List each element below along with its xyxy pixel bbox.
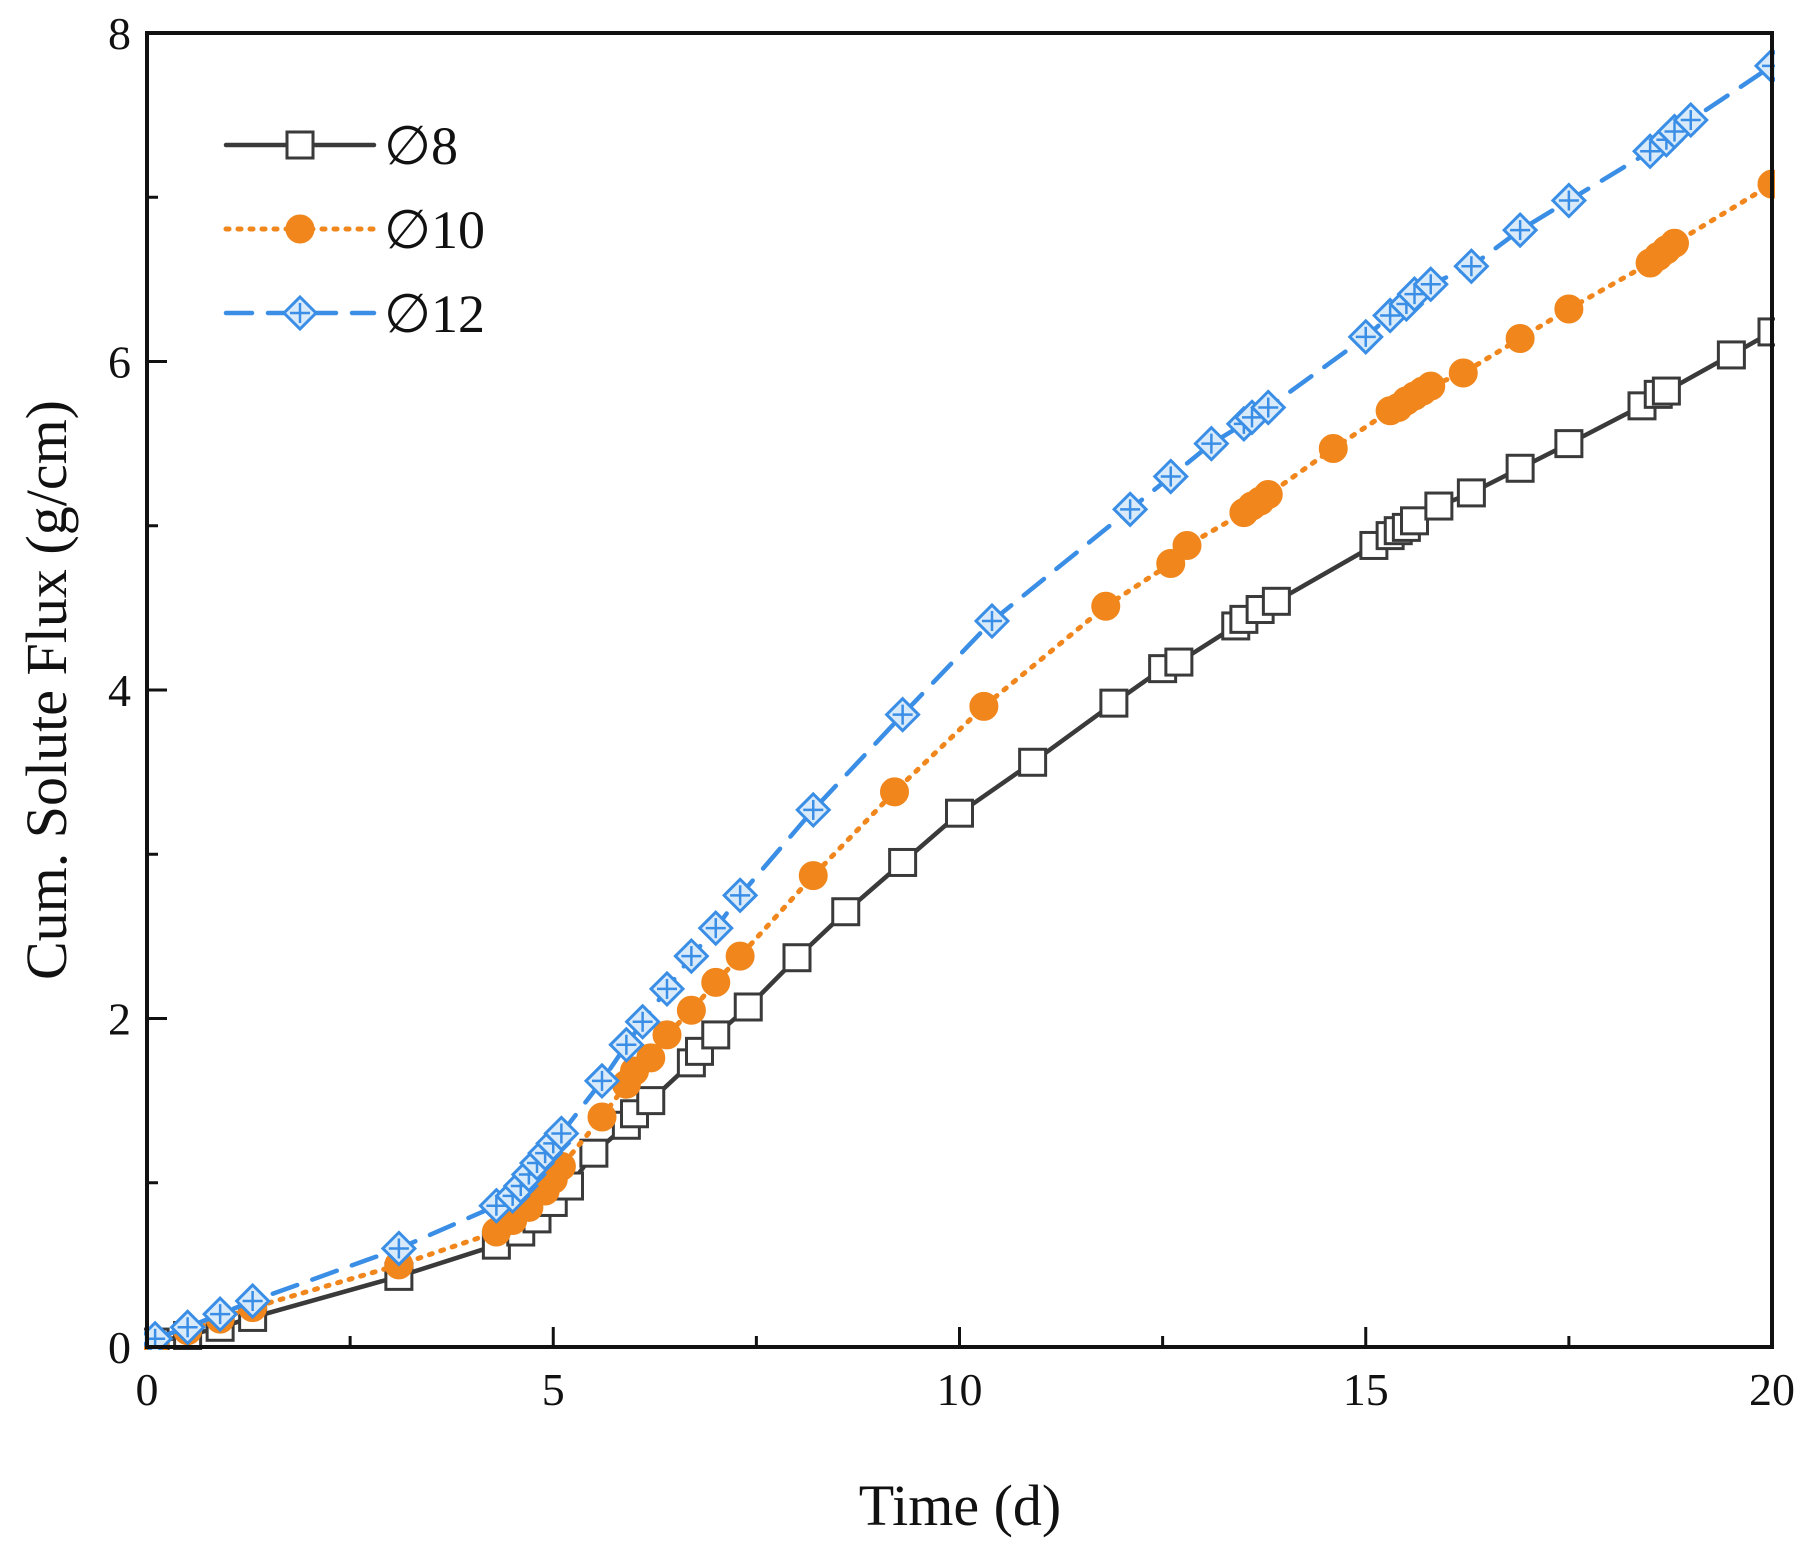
series-line bbox=[152, 181, 1775, 1345]
data-point bbox=[1164, 647, 1194, 677]
data-point bbox=[1400, 506, 1429, 536]
data-point bbox=[722, 877, 759, 914]
data-point bbox=[1412, 266, 1449, 303]
y-tick-label: 4 bbox=[108, 665, 131, 716]
marker-diamond-body bbox=[144, 1320, 174, 1350]
data-point bbox=[676, 995, 706, 1025]
series-layer bbox=[144, 47, 1775, 1350]
data-point bbox=[973, 602, 1011, 640]
x-axis-ticks: 0 5 10 15 20 bbox=[136, 1327, 1795, 1415]
data-point bbox=[1018, 747, 1048, 777]
series-0 bbox=[144, 317, 1775, 1350]
y-axis-ticks: 0 2 4 6 8 bbox=[108, 8, 167, 1373]
y-tick-label: 8 bbox=[108, 8, 131, 59]
data-point bbox=[1550, 182, 1587, 219]
y-tick-label: 0 bbox=[108, 1322, 131, 1373]
y-tick-label: 2 bbox=[108, 994, 131, 1045]
legend-label: ∅8 bbox=[384, 116, 458, 176]
data-point bbox=[1152, 458, 1189, 495]
data-point bbox=[1651, 376, 1681, 406]
legend-item: ∅12 bbox=[223, 284, 485, 344]
data-point bbox=[1448, 358, 1478, 388]
data-point bbox=[543, 1115, 580, 1152]
data-point bbox=[1424, 491, 1454, 521]
legend-item: ∅8 bbox=[223, 116, 458, 176]
x-tick-label: 15 bbox=[1343, 1364, 1389, 1415]
data-point bbox=[652, 1020, 682, 1050]
x-tick-label: 5 bbox=[542, 1364, 565, 1415]
data-point bbox=[1250, 389, 1287, 426]
data-point bbox=[1099, 688, 1129, 718]
x-tick-label: 20 bbox=[1749, 1364, 1795, 1415]
data-point bbox=[636, 1043, 666, 1073]
data-point bbox=[884, 696, 921, 733]
data-point bbox=[1416, 371, 1446, 401]
data-point bbox=[1660, 228, 1689, 258]
data-point bbox=[608, 1026, 645, 1063]
data-point bbox=[636, 1086, 666, 1116]
data-point bbox=[587, 1102, 617, 1132]
data-point bbox=[798, 861, 828, 891]
data-point bbox=[1502, 211, 1539, 249]
data-point bbox=[583, 1062, 621, 1100]
data-point bbox=[795, 791, 832, 829]
data-point bbox=[1672, 101, 1709, 139]
data-point bbox=[169, 1309, 206, 1346]
data-point bbox=[234, 1282, 271, 1320]
series-line bbox=[152, 329, 1775, 1345]
data-point bbox=[673, 937, 710, 975]
data-point bbox=[701, 1020, 731, 1050]
data-point bbox=[697, 910, 734, 947]
data-point bbox=[1112, 491, 1149, 528]
data-point bbox=[1253, 480, 1283, 510]
series-2 bbox=[144, 47, 1775, 1350]
y-tick-label: 6 bbox=[108, 337, 131, 388]
data-point bbox=[1456, 478, 1486, 508]
legend-marker bbox=[281, 294, 319, 332]
legend-label: ∅12 bbox=[384, 284, 485, 344]
plot-frame bbox=[145, 31, 1774, 1349]
data-point bbox=[725, 941, 755, 971]
data-point bbox=[380, 1230, 417, 1267]
legend-item: ∅10 bbox=[223, 200, 485, 260]
data-point bbox=[888, 847, 918, 877]
data-point bbox=[1453, 248, 1490, 285]
data-point bbox=[831, 897, 861, 927]
data-point bbox=[1505, 324, 1535, 354]
series-1 bbox=[144, 169, 1775, 1350]
data-point bbox=[945, 798, 974, 828]
data-point bbox=[202, 1296, 239, 1333]
legend-marker bbox=[285, 214, 315, 244]
data-point bbox=[1193, 425, 1230, 462]
data-point bbox=[1091, 591, 1121, 621]
x-tick-label: 10 bbox=[937, 1364, 983, 1415]
y-axis-title: Cum. Solute Flux (g/cm) bbox=[14, 400, 79, 980]
data-point bbox=[1716, 340, 1746, 370]
data-point bbox=[1261, 586, 1291, 616]
x-axis-title: Time (d) bbox=[859, 1473, 1062, 1538]
legend-label: ∅10 bbox=[384, 200, 485, 260]
data-point bbox=[782, 943, 812, 973]
data-point bbox=[1554, 429, 1584, 459]
data-point bbox=[648, 970, 686, 1008]
legend: ∅8 ∅10 ∅12 bbox=[223, 116, 485, 344]
data-point bbox=[701, 967, 731, 997]
legend-marker bbox=[285, 130, 315, 160]
data-point bbox=[579, 1138, 609, 1168]
data-point bbox=[1318, 434, 1348, 464]
data-point bbox=[624, 1003, 661, 1040]
data-point bbox=[733, 992, 763, 1022]
data-point bbox=[1347, 318, 1384, 355]
data-point bbox=[1505, 453, 1535, 483]
data-point bbox=[880, 777, 909, 807]
x-tick-label: 0 bbox=[136, 1364, 159, 1415]
data-point bbox=[969, 691, 999, 721]
data-point bbox=[1554, 294, 1584, 324]
data-point bbox=[1172, 530, 1202, 560]
